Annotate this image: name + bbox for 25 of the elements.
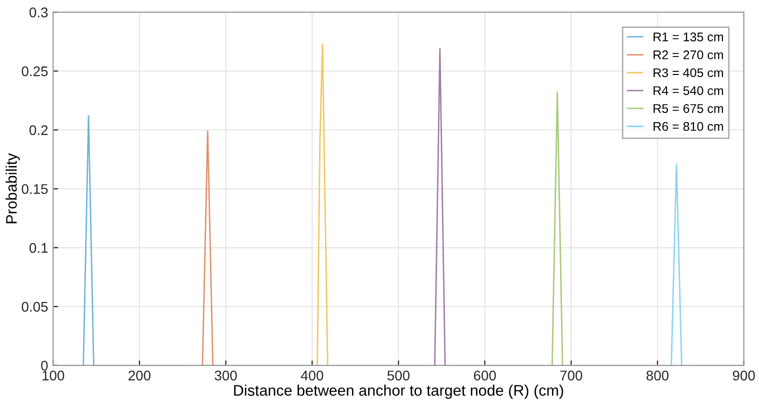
y-tick-label: 0.05: [22, 302, 48, 312]
legend-label: R2 = 270 cm: [654, 50, 723, 60]
y-tick-label: 0: [41, 360, 48, 371]
legend-label: R1 = 135 cm: [654, 32, 723, 42]
y-tick-label: 0.1: [30, 242, 48, 253]
x-tick-label: 700: [560, 370, 582, 380]
legend-label: R6 = 810 cm: [654, 122, 723, 131]
legend-label: R4 = 540 cm: [654, 86, 723, 96]
x-tick-label: 900: [732, 370, 755, 380]
x-tick-label: 400: [300, 370, 324, 380]
x-tick-label: 800: [646, 370, 669, 380]
y-tick-label: 0.25: [22, 66, 48, 76]
x-tick-label: 600: [474, 370, 496, 380]
x-tick-label: 200: [128, 370, 151, 380]
y-tick-label: 0.3: [30, 8, 48, 18]
x-axis-title: Distance between anchor to target node (R) (cm): [234, 384, 564, 399]
line-series: [316, 43, 328, 366]
legend-label: R3 = 405 cm: [654, 68, 723, 78]
x-tick-label: 300: [214, 370, 237, 380]
y-tick-label: 0.15: [22, 184, 48, 194]
legend-label: R5 = 675 cm: [654, 104, 723, 113]
x-tick-label: 500: [387, 370, 410, 380]
x-tick-label: 100: [42, 370, 64, 380]
y-tick-label: 0.2: [30, 125, 48, 136]
y-axis-title: Probability: [6, 153, 20, 224]
